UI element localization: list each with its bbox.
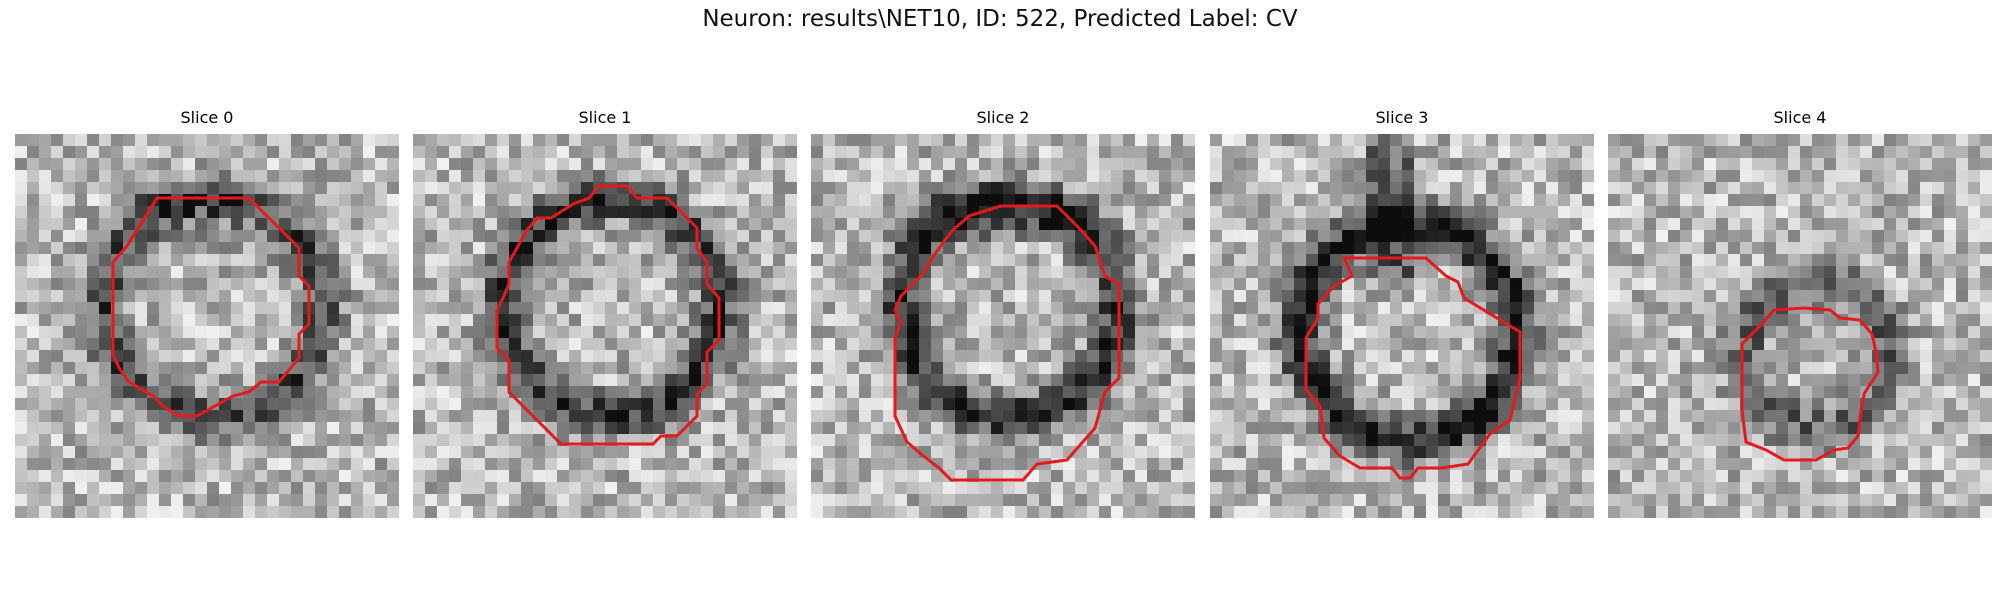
cell-contour-outline xyxy=(111,196,311,418)
slice-image xyxy=(1210,134,1594,518)
slice-image xyxy=(811,134,1195,518)
cell-contour-outline xyxy=(1304,256,1522,480)
figure-title: Neuron: results\NET10, ID: 522, Predicte… xyxy=(702,6,1298,32)
slice-title: Slice 3 xyxy=(1375,108,1429,127)
slice-image xyxy=(1608,134,1992,518)
cell-contour-outline xyxy=(893,204,1121,482)
slice-title: Slice 2 xyxy=(976,108,1030,127)
slice-title: Slice 1 xyxy=(578,108,632,127)
slice-title: Slice 0 xyxy=(180,108,234,127)
slice-title: Slice 4 xyxy=(1773,108,1827,127)
slice-image xyxy=(15,134,399,518)
slice-image xyxy=(413,134,797,518)
cell-contour-outline xyxy=(495,184,721,446)
cell-contour-outline xyxy=(1740,306,1880,462)
